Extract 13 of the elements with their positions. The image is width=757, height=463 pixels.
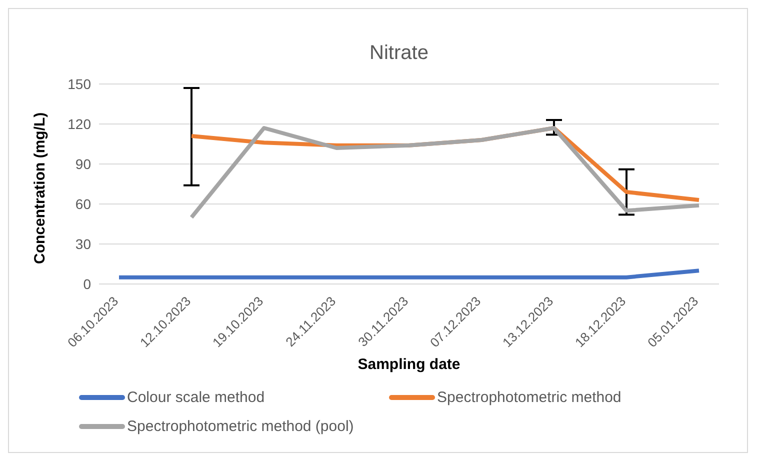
legend-label: Spectrophotometric method	[437, 389, 622, 406]
x-axis-title: Sampling date	[358, 356, 460, 373]
chart-title: Nitrate	[370, 42, 428, 64]
y-tick-label: 120	[68, 116, 92, 132]
y-tick-label: 0	[83, 276, 92, 292]
y-tick-label: 90	[75, 156, 92, 172]
legend-label: Colour scale method	[127, 389, 265, 406]
y-tick-label: 150	[68, 76, 92, 92]
line-series	[190, 126, 701, 220]
y-axis-title: Concentration (mg/L)	[31, 112, 48, 264]
y-tick-label: 30	[75, 236, 92, 252]
legend-label: Spectrophotometric method (pool)	[127, 418, 354, 435]
y-tick-label: 60	[75, 196, 92, 212]
